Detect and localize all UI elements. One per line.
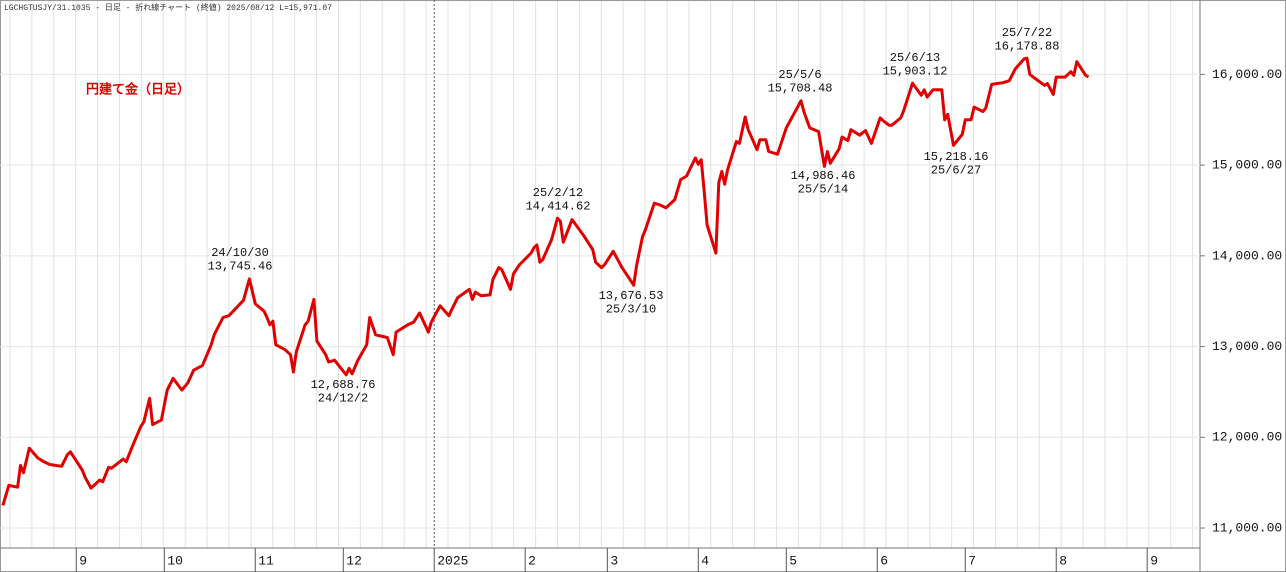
annotation: 25/3/10 — [606, 303, 656, 317]
x-tick-label: 2 — [528, 553, 536, 568]
x-tick-label: 12 — [346, 553, 362, 568]
x-tick-label: 7 — [968, 553, 976, 568]
annotation: 15,903.12 — [883, 65, 948, 79]
annotation: 15,218.16 — [924, 150, 989, 164]
annotation: 24/10/30 — [211, 246, 269, 260]
x-tick-label: 8 — [1059, 553, 1067, 568]
x-tick-label: 3 — [610, 553, 618, 568]
annotation: 25/2/12 — [533, 186, 583, 200]
annotation: 14,986.46 — [791, 169, 856, 183]
y-tick-label: 14,000.00 — [1212, 248, 1282, 263]
annotation: 25/7/22 — [1002, 26, 1052, 40]
annotation: 14,414.62 — [526, 200, 591, 214]
y-tick-label: 16,000.00 — [1212, 67, 1282, 82]
x-tick-label: 11 — [258, 553, 274, 568]
x-tick-label: 9 — [79, 553, 87, 568]
annotation: 16,178.88 — [995, 40, 1060, 54]
annotation: 24/12/2 — [318, 392, 368, 406]
annotation: 25/6/13 — [890, 51, 940, 65]
y-tick-label: 13,000.00 — [1212, 339, 1282, 354]
annotation: 15,708.48 — [768, 82, 833, 96]
x-tick-label: 2025 — [437, 553, 468, 568]
annotation: 25/6/27 — [931, 164, 981, 178]
y-tick-label: 12,000.00 — [1212, 430, 1282, 445]
x-tick-label: 4 — [701, 553, 709, 568]
annotation: 25/5/14 — [798, 183, 848, 197]
x-tick-label: 9 — [1150, 553, 1158, 568]
annotation: 13,745.46 — [208, 260, 273, 274]
week-grid — [1, 1, 1200, 548]
annotation: 12,688.76 — [311, 378, 376, 392]
x-tick-label: 10 — [167, 553, 183, 568]
price-line — [1, 56, 1090, 506]
y-tick-label: 11,000.00 — [1212, 520, 1282, 535]
header: LGCHGTUSJY/31.1035 - 日足 - 折れ線チャート (終値) 2… — [4, 2, 332, 13]
x-tick-label: 6 — [880, 553, 888, 568]
y-tick-label: 15,000.00 — [1212, 158, 1282, 173]
annotation: 25/5/6 — [778, 68, 821, 82]
x-tick-label: 5 — [789, 553, 797, 568]
annotation: 13,676.53 — [599, 289, 664, 303]
chart-title: 円建て金（日足） — [86, 82, 190, 98]
